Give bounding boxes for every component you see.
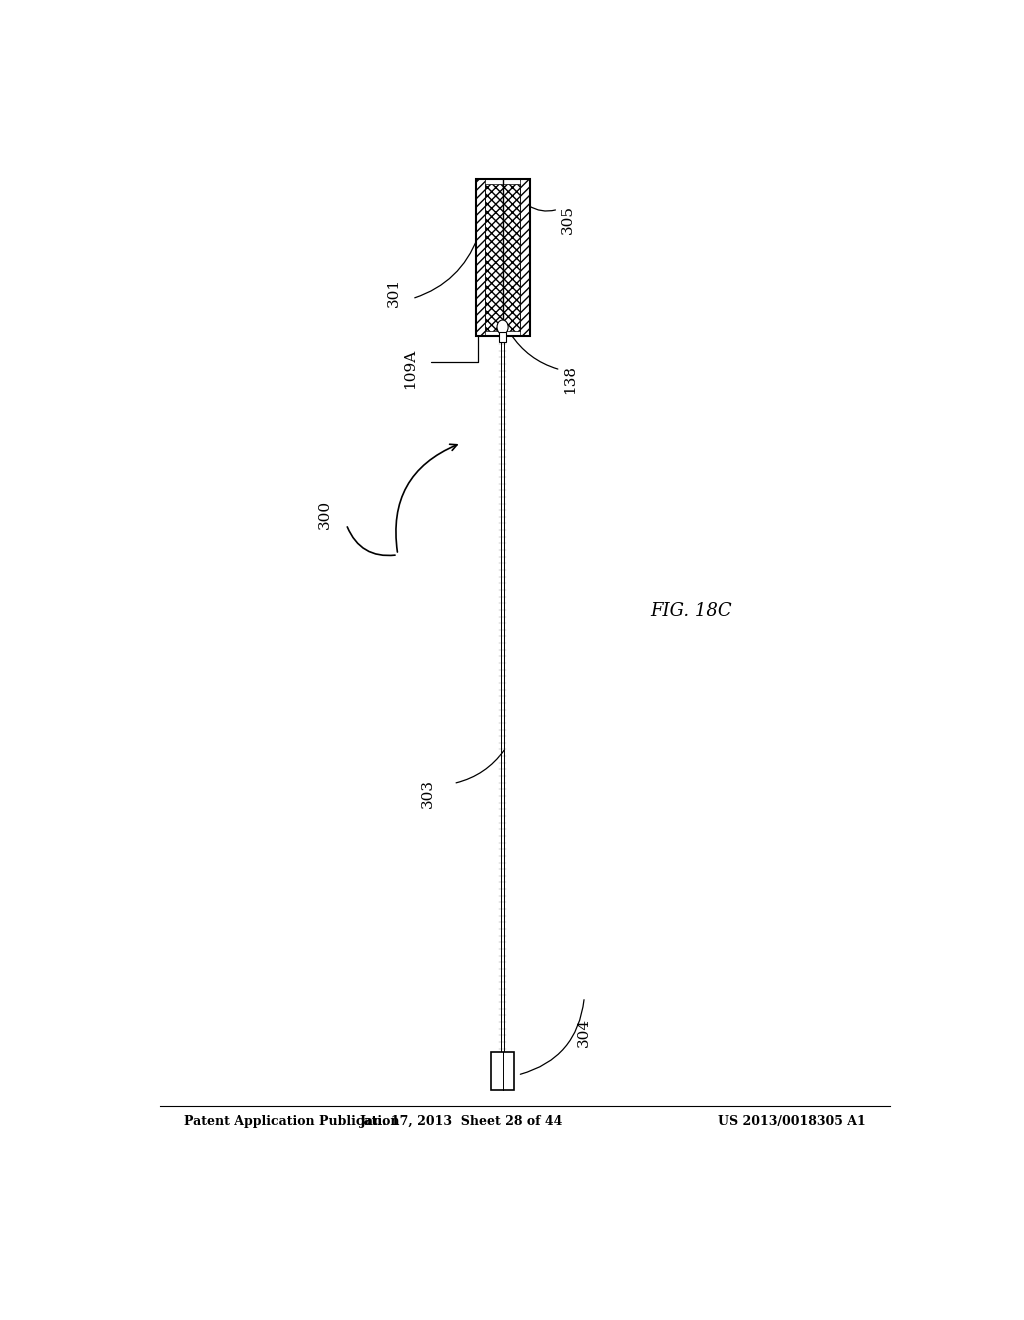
Text: 138: 138: [563, 366, 577, 395]
Bar: [500, 333, 506, 342]
Text: 303: 303: [421, 779, 435, 808]
Text: 300: 300: [317, 499, 332, 529]
Text: FIG. 18C: FIG. 18C: [650, 602, 732, 619]
Bar: [475, 178, 529, 337]
Text: 304: 304: [578, 1018, 591, 1047]
Circle shape: [497, 319, 508, 334]
Bar: [492, 1052, 514, 1090]
Bar: [485, 183, 520, 331]
Bar: [520, 178, 529, 337]
Text: Jan. 17, 2013  Sheet 28 of 44: Jan. 17, 2013 Sheet 28 of 44: [359, 1115, 563, 1129]
Text: Patent Application Publication: Patent Application Publication: [183, 1115, 399, 1129]
Text: 109A: 109A: [402, 348, 417, 389]
FancyArrowPatch shape: [396, 445, 457, 552]
Text: 301: 301: [387, 279, 400, 308]
Text: US 2013/0018305 A1: US 2013/0018305 A1: [718, 1115, 866, 1129]
Text: 305: 305: [560, 205, 574, 234]
Bar: [475, 178, 485, 337]
